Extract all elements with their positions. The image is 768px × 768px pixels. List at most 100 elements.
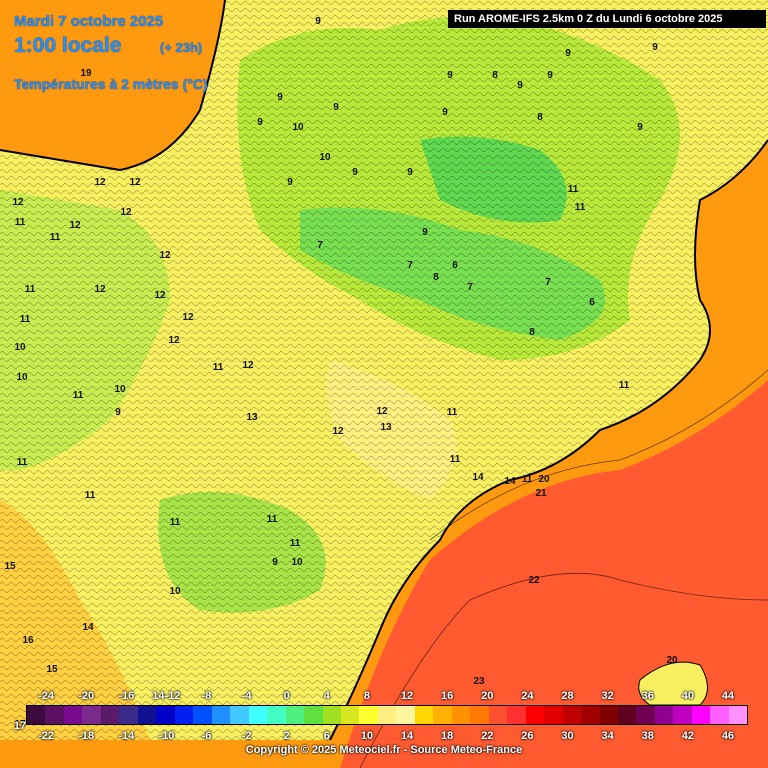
legend-label: -10 <box>158 730 175 742</box>
temperature-value-label: 11 <box>85 490 96 501</box>
temperature-value-label: 17 <box>14 719 26 730</box>
legend-color-step <box>470 706 489 724</box>
legend-color-step <box>304 706 323 724</box>
temperature-value-label: 12 <box>159 250 171 261</box>
temperature-value-label: 12 <box>168 335 180 346</box>
temperature-value-label: 14 <box>472 472 484 483</box>
legend-color-step <box>636 706 655 724</box>
legend-label: 18 <box>441 730 454 742</box>
color-legend-bar <box>26 705 748 725</box>
temperature-value-label: 8 <box>433 272 439 283</box>
sea-isotherm <box>429 369 768 541</box>
temperature-value-label: 11 <box>290 538 301 549</box>
temperature-value-label: 9 <box>565 48 571 59</box>
temperature-value-label: 9 <box>287 177 293 188</box>
temperature-value-label: 9 <box>277 92 283 103</box>
temperature-value-label: 11 <box>20 314 31 325</box>
legend-label: -8 <box>201 690 212 702</box>
legend-label: -6 <box>201 730 212 742</box>
legend-color-step <box>562 706 582 724</box>
temperature-value-label: 9 <box>315 16 321 27</box>
legend-label: 12 <box>400 690 414 702</box>
legend-color-step <box>581 706 600 724</box>
temperature-value-label: 12 <box>242 360 254 371</box>
legend-label: 0 <box>283 690 290 702</box>
variable-title: Températures à 2 mètres (°C) <box>14 76 208 92</box>
temperature-value-label: 20 <box>538 474 550 485</box>
legend-color-step <box>618 706 637 724</box>
legend-color-step <box>654 706 674 724</box>
legend-color-step <box>285 706 305 724</box>
legend-label: -20 <box>78 690 95 702</box>
temperature-value-label: 9 <box>352 167 358 178</box>
legend-color-step <box>599 706 618 724</box>
legend-left-value: 17 <box>13 720 27 732</box>
temperature-value-label: 15 <box>46 664 58 675</box>
temperature-value-label: 8 <box>529 327 535 338</box>
legend-color-step <box>230 706 249 724</box>
temperature-value-label: 8 <box>492 70 498 81</box>
legend-label: 2 <box>283 730 290 742</box>
temperature-value-label: 12 <box>376 406 388 417</box>
legend-color-step <box>359 706 378 724</box>
legend-color-step <box>377 706 397 724</box>
legend-color-step <box>248 706 268 724</box>
legend-label: 30 <box>561 730 574 742</box>
legend-color-step <box>193 706 212 724</box>
legend-color-step <box>507 706 526 724</box>
legend-label: 28 <box>561 690 574 702</box>
legend-color-step <box>267 706 286 724</box>
temperature-value-label: 9 <box>442 107 448 118</box>
temperature-value-label: 12 <box>129 177 141 188</box>
legend-color-step <box>673 706 692 724</box>
legend-color-step <box>156 706 175 724</box>
temperature-value-label: 11 <box>73 390 84 401</box>
legend-color-step <box>414 706 434 724</box>
temperature-value-label: 16 <box>22 635 34 646</box>
legend-label: -24 <box>38 690 54 702</box>
temperature-value-label: 14 <box>504 476 516 487</box>
temperature-value-label: 11 <box>267 514 278 525</box>
temperature-value-label: 7 <box>407 260 413 271</box>
legend-color-step <box>119 706 138 724</box>
legend-color-step <box>728 706 748 724</box>
temperature-value-label: 12 <box>120 207 132 218</box>
temperature-value-label: 9 <box>652 42 658 53</box>
temperature-value-label: 7 <box>545 277 551 288</box>
temperature-value-label: 12 <box>332 426 344 437</box>
legend-label: -4 <box>241 690 252 702</box>
temperature-value-label: 19 <box>80 68 92 79</box>
legend-label: 14 <box>400 730 414 742</box>
temperature-value-label: 11 <box>575 202 586 213</box>
lead-time: (+ 23h) <box>160 40 203 55</box>
temperature-value-label: 9 <box>407 167 413 178</box>
temperature-value-label: 11 <box>568 184 579 195</box>
temperature-value-label: 9 <box>447 70 453 81</box>
temperature-value-label: 11 <box>213 362 224 373</box>
legend-color-step <box>525 706 545 724</box>
legend-label: -14 <box>118 730 135 742</box>
temperature-value-label: 10 <box>14 342 26 353</box>
forecast-time: 1:00 locale <box>14 34 122 57</box>
legend-label: 4 <box>323 690 330 702</box>
legend-color-step <box>45 706 64 724</box>
temperature-value-label: 10 <box>114 384 126 395</box>
temperature-value-label: 11 <box>170 517 181 528</box>
legend-color-step <box>396 706 415 724</box>
temperature-value-label: 12 <box>94 284 106 295</box>
temperature-value-label: 11 <box>522 474 533 485</box>
legend-color-step <box>63 706 83 724</box>
legend-label: 10 <box>360 730 374 742</box>
temperature-value-label: 10 <box>169 586 181 597</box>
legend-color-step <box>100 706 120 724</box>
temperature-value-label: 12 <box>12 197 24 208</box>
legend-label: 32 <box>601 690 614 702</box>
coastline-north <box>0 0 226 172</box>
temperature-value-label: 9 <box>422 227 428 238</box>
temperature-value-label: 14 <box>82 622 94 633</box>
legend-label: 40 <box>681 690 694 702</box>
legend-label: 20 <box>481 690 494 702</box>
copyright-text: Copyright © 2025 Meteociel.fr - Source M… <box>245 744 523 756</box>
